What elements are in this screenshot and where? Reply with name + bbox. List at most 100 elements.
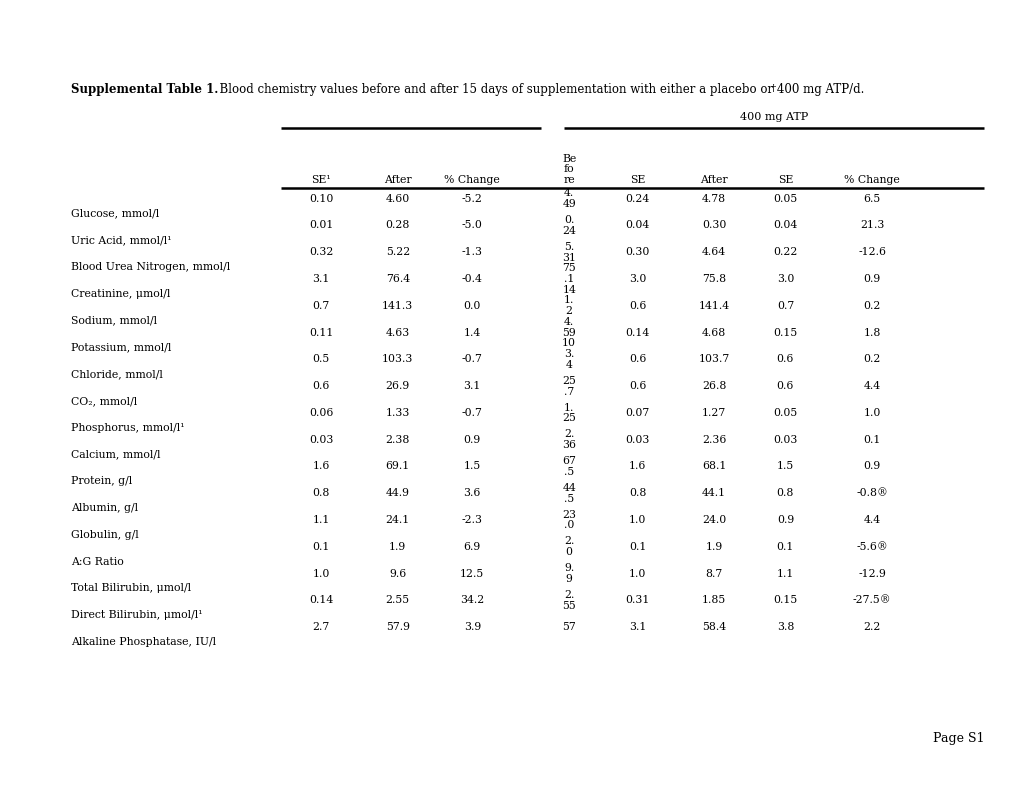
Text: 0.24: 0.24 <box>625 194 649 203</box>
Text: 0.1: 0.1 <box>628 542 646 552</box>
Text: 1.5: 1.5 <box>464 462 480 471</box>
Text: 0.06: 0.06 <box>309 408 333 418</box>
Text: 26.9: 26.9 <box>385 381 410 391</box>
Text: 24.0: 24.0 <box>701 515 726 525</box>
Text: Sodium, mmol/l: Sodium, mmol/l <box>71 315 157 325</box>
Text: Protein, g/l: Protein, g/l <box>71 476 132 486</box>
Text: 0.
24: 0. 24 <box>561 215 576 236</box>
Text: 141.4: 141.4 <box>698 301 729 310</box>
Text: Uric Acid, mmol/l¹: Uric Acid, mmol/l¹ <box>71 235 172 245</box>
Text: Direct Bilirubin, μmol/l¹: Direct Bilirubin, μmol/l¹ <box>71 610 203 620</box>
Text: 0.28: 0.28 <box>385 221 410 230</box>
Text: CO₂, mmol/l: CO₂, mmol/l <box>71 396 138 406</box>
Text: 0.6: 0.6 <box>628 301 646 310</box>
Text: Supplemental Table 1.: Supplemental Table 1. <box>71 83 218 95</box>
Text: SE: SE <box>629 175 645 185</box>
Text: -0.4: -0.4 <box>462 274 482 284</box>
Text: -0.7: -0.7 <box>462 355 482 364</box>
Text: Calcium, mmol/l: Calcium, mmol/l <box>71 449 161 459</box>
Text: 44
.5: 44 .5 <box>561 483 576 504</box>
Text: 4.4: 4.4 <box>863 515 879 525</box>
Text: -0.8®: -0.8® <box>855 489 888 498</box>
Text: 0.5: 0.5 <box>313 355 329 364</box>
Text: 0.11: 0.11 <box>309 328 333 337</box>
Text: -5.0: -5.0 <box>462 221 482 230</box>
Text: 0.8: 0.8 <box>312 489 330 498</box>
Text: 0.03: 0.03 <box>309 435 333 444</box>
Text: 2.7: 2.7 <box>313 623 329 632</box>
Text: 1.27: 1.27 <box>701 408 726 418</box>
Text: Creatinine, μmol/l: Creatinine, μmol/l <box>71 288 170 299</box>
Text: Albumin, g/l: Albumin, g/l <box>71 503 139 513</box>
Text: % Change: % Change <box>844 175 899 185</box>
Text: 1.33: 1.33 <box>385 408 410 418</box>
Text: 0.8: 0.8 <box>628 489 646 498</box>
Text: 25
.7: 25 .7 <box>561 376 576 396</box>
Text: Be
fo
re: Be fo re <box>561 154 576 185</box>
Text: 1.5: 1.5 <box>776 462 793 471</box>
Text: 3.6: 3.6 <box>463 489 481 498</box>
Text: -12.9: -12.9 <box>857 569 886 578</box>
Text: 69.1: 69.1 <box>385 462 410 471</box>
Text: 2.
0: 2. 0 <box>564 537 574 557</box>
Text: 1.9: 1.9 <box>389 542 406 552</box>
Text: 1.
25: 1. 25 <box>561 403 576 423</box>
Text: 3.1: 3.1 <box>628 623 646 632</box>
Text: 68.1: 68.1 <box>701 462 726 471</box>
Text: 0.32: 0.32 <box>309 247 333 257</box>
Text: 12.5: 12.5 <box>460 569 484 578</box>
Text: 24.1: 24.1 <box>385 515 410 525</box>
Text: 75
.1
14: 75 .1 14 <box>561 263 576 295</box>
Text: 3.1: 3.1 <box>463 381 481 391</box>
Text: 5.
31: 5. 31 <box>561 242 576 262</box>
Text: 1.1: 1.1 <box>775 569 794 578</box>
Text: Potassium, mmol/l: Potassium, mmol/l <box>71 342 171 352</box>
Text: 76.4: 76.4 <box>385 274 410 284</box>
Text: 4.64: 4.64 <box>701 247 726 257</box>
Text: Glucose, mmol/l: Glucose, mmol/l <box>71 208 160 218</box>
Text: Globulin, g/l: Globulin, g/l <box>71 530 139 540</box>
Text: SE: SE <box>776 175 793 185</box>
Text: 0.14: 0.14 <box>309 596 333 605</box>
Text: 0.6: 0.6 <box>775 355 794 364</box>
Text: -27.5®: -27.5® <box>852 596 891 605</box>
Text: 0.1: 0.1 <box>775 542 794 552</box>
Text: 4.60: 4.60 <box>385 194 410 203</box>
Text: 0.7: 0.7 <box>776 301 793 310</box>
Text: Alkaline Phosphatase, IU/l: Alkaline Phosphatase, IU/l <box>71 637 216 647</box>
Text: -5.2: -5.2 <box>462 194 482 203</box>
Text: 1.0: 1.0 <box>862 408 880 418</box>
Text: 58.4: 58.4 <box>701 623 726 632</box>
Text: 0.05: 0.05 <box>772 194 797 203</box>
Text: -1.3: -1.3 <box>462 247 482 257</box>
Text: 0.1: 0.1 <box>312 542 330 552</box>
Text: 57.9: 57.9 <box>385 623 410 632</box>
Text: 3.9: 3.9 <box>464 623 480 632</box>
Text: 6.5: 6.5 <box>863 194 879 203</box>
Text: Blood chemistry values before and after 15 days of supplementation with either a: Blood chemistry values before and after … <box>212 83 864 95</box>
Text: 0.03: 0.03 <box>772 435 797 444</box>
Text: 0.2: 0.2 <box>862 301 880 310</box>
Text: 0.9: 0.9 <box>863 462 879 471</box>
Text: 0.10: 0.10 <box>309 194 333 203</box>
Text: 103.3: 103.3 <box>382 355 413 364</box>
Text: 0.9: 0.9 <box>776 515 793 525</box>
Text: 8.7: 8.7 <box>705 569 721 578</box>
Text: -5.6®: -5.6® <box>855 542 888 552</box>
Text: 2.
55: 2. 55 <box>561 590 576 611</box>
Text: 4.4: 4.4 <box>863 381 879 391</box>
Text: Total Bilirubin, μmol/l: Total Bilirubin, μmol/l <box>71 583 192 593</box>
Text: 1.0: 1.0 <box>628 515 646 525</box>
Text: 75.8: 75.8 <box>701 274 726 284</box>
Text: 0.04: 0.04 <box>772 221 797 230</box>
Text: 0.22: 0.22 <box>772 247 797 257</box>
Text: 0.6: 0.6 <box>775 381 794 391</box>
Text: 0.01: 0.01 <box>309 221 333 230</box>
Text: 5.22: 5.22 <box>385 247 410 257</box>
Text: 0.0: 0.0 <box>463 301 481 310</box>
Text: 3.0: 3.0 <box>628 274 646 284</box>
Text: 4.68: 4.68 <box>701 328 726 337</box>
Text: 44.9: 44.9 <box>385 489 410 498</box>
Text: 26.8: 26.8 <box>701 381 726 391</box>
Text: 3.1: 3.1 <box>312 274 330 284</box>
